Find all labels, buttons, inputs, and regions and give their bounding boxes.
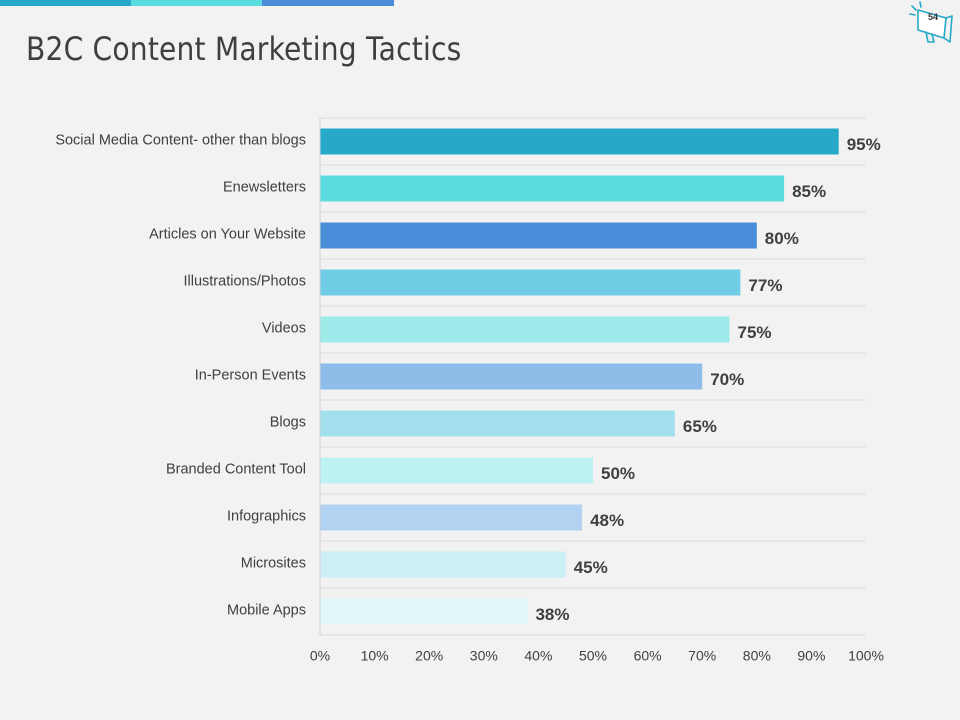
data-label: 95% xyxy=(847,135,881,154)
bar xyxy=(320,410,675,437)
bar xyxy=(320,598,528,625)
page-number: 54 xyxy=(927,12,938,22)
bar xyxy=(320,457,593,484)
bar xyxy=(320,269,741,296)
category-label: Mobile Apps xyxy=(227,602,306,618)
accent-segment-2 xyxy=(131,0,262,6)
x-tick-label: 70% xyxy=(688,648,716,664)
bar xyxy=(320,222,757,249)
x-tick-label: 0% xyxy=(310,648,330,664)
x-tick-label: 60% xyxy=(634,648,662,664)
bar xyxy=(320,551,566,578)
data-label: 77% xyxy=(748,276,782,295)
x-tick-label: 10% xyxy=(361,648,389,664)
category-label: Branded Content Tool xyxy=(166,461,306,477)
category-label: Videos xyxy=(262,320,306,336)
bar xyxy=(320,128,839,155)
top-accent-bar xyxy=(0,0,394,6)
x-tick-label: 50% xyxy=(579,648,607,664)
bar xyxy=(320,175,785,202)
data-label: 80% xyxy=(765,229,799,248)
bar xyxy=(320,363,703,390)
x-tick-label: 90% xyxy=(797,648,825,664)
data-label: 75% xyxy=(738,323,772,342)
category-label: Blogs xyxy=(270,414,306,430)
page-title: B2C Content Marketing Tactics xyxy=(26,30,462,68)
bar xyxy=(320,504,583,531)
data-label: 70% xyxy=(710,370,744,389)
data-label: 50% xyxy=(601,464,635,483)
data-label: 38% xyxy=(535,605,569,624)
category-label: Infographics xyxy=(227,508,306,524)
bar xyxy=(320,316,730,343)
data-label: 45% xyxy=(574,558,608,577)
x-tick-label: 40% xyxy=(524,648,552,664)
category-label: Microsites xyxy=(241,555,306,571)
x-tick-label: 20% xyxy=(415,648,443,664)
accent-segment-3 xyxy=(262,0,394,6)
category-label: Enewsletters xyxy=(223,179,306,195)
data-label: 65% xyxy=(683,417,717,436)
category-label: Illustrations/Photos xyxy=(183,273,306,289)
x-tick-label: 100% xyxy=(848,648,884,664)
x-tick-label: 30% xyxy=(470,648,498,664)
data-label: 48% xyxy=(590,511,624,530)
category-label: Articles on Your Website xyxy=(149,226,306,242)
accent-segment-1 xyxy=(0,0,131,6)
megaphone-icon xyxy=(909,1,953,43)
category-label: In-Person Events xyxy=(195,367,306,383)
data-label: 85% xyxy=(792,182,826,201)
category-label: Social Media Content- other than blogs xyxy=(55,132,306,148)
x-tick-label: 80% xyxy=(743,648,771,664)
